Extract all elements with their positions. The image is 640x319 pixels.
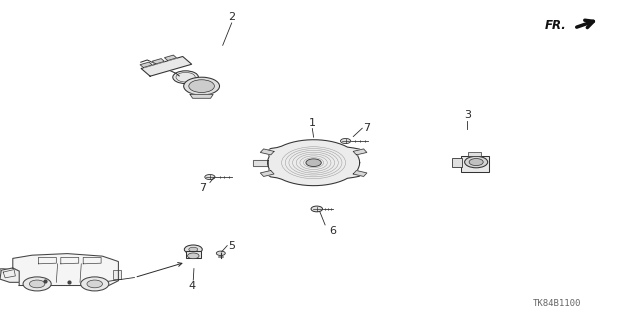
Polygon shape: [353, 171, 367, 176]
Circle shape: [469, 159, 483, 166]
Text: 7: 7: [364, 122, 371, 133]
Bar: [186, 251, 201, 258]
Text: 3: 3: [464, 110, 470, 120]
Circle shape: [306, 159, 321, 167]
Polygon shape: [152, 59, 164, 64]
Circle shape: [81, 277, 109, 291]
Polygon shape: [141, 56, 191, 76]
Circle shape: [23, 277, 51, 291]
Bar: [468, 152, 481, 156]
Bar: [452, 158, 462, 167]
Polygon shape: [260, 149, 274, 155]
Circle shape: [205, 174, 215, 180]
Polygon shape: [164, 55, 177, 61]
Polygon shape: [190, 94, 213, 98]
Circle shape: [216, 251, 225, 256]
Polygon shape: [140, 62, 152, 68]
Bar: [0, 268, 8, 278]
Circle shape: [188, 253, 199, 259]
Polygon shape: [0, 268, 19, 282]
Circle shape: [189, 80, 214, 93]
Polygon shape: [268, 140, 360, 186]
Text: 7: 7: [198, 183, 206, 193]
Circle shape: [311, 206, 323, 212]
Text: 4: 4: [188, 281, 196, 291]
Polygon shape: [13, 254, 118, 286]
Circle shape: [189, 247, 198, 252]
Circle shape: [340, 138, 351, 144]
Circle shape: [465, 156, 488, 168]
Text: 1: 1: [309, 118, 316, 128]
Text: 2: 2: [228, 12, 236, 22]
Text: FR.: FR.: [545, 19, 566, 32]
Bar: [461, 156, 489, 172]
Text: 5: 5: [228, 241, 236, 251]
Circle shape: [184, 77, 220, 95]
Text: TK84B1100: TK84B1100: [532, 299, 581, 308]
Polygon shape: [260, 171, 274, 176]
Text: 6: 6: [330, 226, 336, 236]
Circle shape: [29, 280, 45, 288]
Polygon shape: [253, 160, 268, 166]
Circle shape: [87, 280, 102, 288]
Bar: [113, 270, 121, 279]
Polygon shape: [353, 149, 367, 155]
Circle shape: [184, 245, 202, 254]
Circle shape: [173, 71, 198, 84]
